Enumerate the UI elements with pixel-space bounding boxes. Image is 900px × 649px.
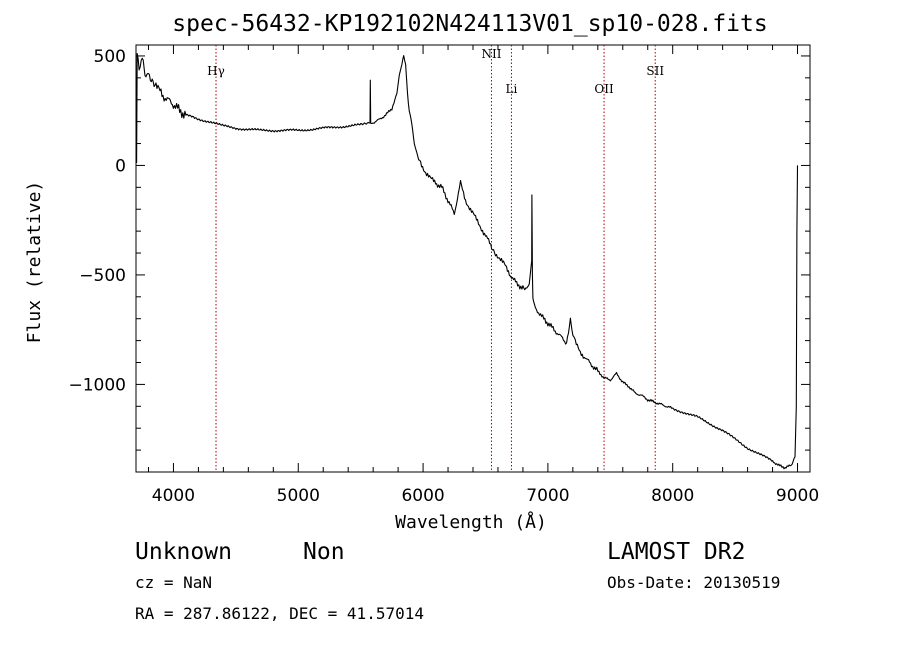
- y-tick-label: −500: [79, 266, 126, 286]
- line-marker-label: Hγ: [207, 64, 225, 78]
- survey-name: LAMOST DR2: [607, 539, 745, 565]
- observation-date: Obs-Date: 20130519: [607, 573, 780, 592]
- spectrum-line: [136, 53, 799, 470]
- y-tick-label: −1000: [68, 375, 126, 395]
- chart-title: spec-56432-KP192102N424113V01_sp10-028.f…: [172, 11, 767, 37]
- line-marker-label: SII: [646, 64, 664, 78]
- redshift-cz: cz = NaN: [135, 573, 212, 592]
- y-tick-label: 0: [115, 156, 126, 176]
- object-type: Unknown: [135, 539, 232, 565]
- x-tick-label: 8000: [651, 486, 694, 506]
- line-marker-layer: Hγ NII Li OII SII: [207, 45, 664, 472]
- y-axis-label: Flux (relative): [24, 181, 45, 344]
- line-marker-label: OII: [594, 82, 614, 96]
- line-marker-label: NII: [481, 47, 501, 61]
- x-tick-label: 6000: [401, 486, 444, 506]
- y-tick-label: 500: [94, 47, 126, 67]
- x-tick-label: 7000: [526, 486, 569, 506]
- x-axis-label: Wavelength (Å): [395, 511, 547, 533]
- plot-frame: [135, 44, 811, 473]
- x-tick-label: 9000: [776, 486, 819, 506]
- line-marker-label: Li: [506, 82, 518, 96]
- object-subclass: Non: [303, 539, 345, 565]
- x-tick-label: 4000: [152, 486, 195, 506]
- coordinates: RA = 287.86122, DEC = 41.57014: [135, 604, 424, 623]
- x-tick-label: 5000: [277, 486, 320, 506]
